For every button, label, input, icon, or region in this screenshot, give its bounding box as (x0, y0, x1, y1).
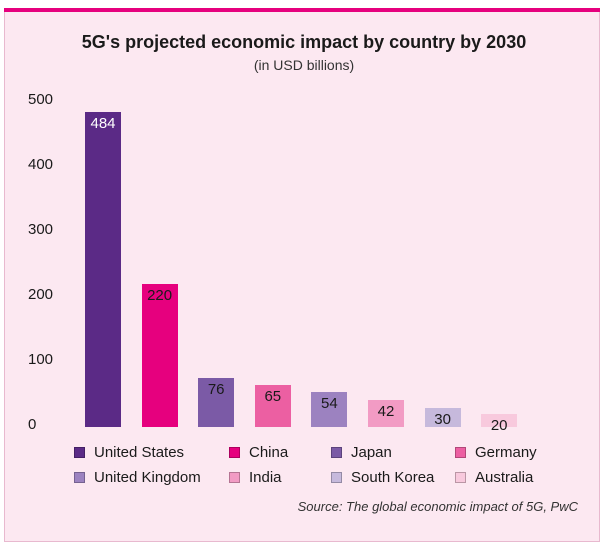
bar-value-label: 76 (207, 380, 225, 398)
bar-value-label: 484 (90, 115, 116, 133)
legend-swatch (229, 472, 240, 483)
y-tick-label: 400 (28, 156, 54, 173)
legend-label: China (249, 444, 289, 461)
legend-swatch (331, 447, 342, 458)
legend-item: United States (74, 444, 184, 461)
bar-australia (481, 414, 518, 427)
legend-label: Germany (475, 444, 537, 461)
bar-value-label: 220 (147, 287, 173, 304)
legend-item: India (229, 469, 282, 486)
chart-subtitle: (in USD billions) (253, 57, 355, 73)
y-tick-label: 200 (28, 286, 54, 303)
legend-item: China (229, 444, 288, 461)
legend-swatch (331, 472, 342, 483)
bar-value-label: 65 (264, 387, 282, 405)
bar-japan (198, 377, 235, 427)
legend-label: South Korea (351, 469, 435, 486)
bar-china (141, 284, 178, 427)
bar-india (368, 399, 404, 427)
source-note: Source: The global economic impact of 5G… (297, 499, 578, 514)
legend-label: Australia (475, 469, 534, 486)
bar-value-label: 42 (377, 402, 395, 420)
bar-germany (254, 384, 291, 427)
bar-value-label: 30 (434, 410, 451, 428)
legend-label: United States (94, 444, 185, 461)
bar-value-label: 20 (490, 417, 508, 434)
chart-title: 5G's projected economic impact by countr… (81, 32, 527, 52)
legend-label: United Kingdom (94, 469, 201, 486)
y-tick-label: 100 (28, 351, 54, 368)
legend-item: United Kingdom (74, 469, 201, 486)
legend-swatch (455, 447, 466, 458)
y-tick-label: 500 (28, 91, 54, 108)
legend-item: Germany (455, 444, 537, 461)
legend-swatch (74, 447, 85, 458)
legend-swatch (455, 472, 466, 483)
bar-value-label: 54 (321, 394, 338, 412)
y-tick-label: 300 (28, 221, 54, 238)
legend-item: Japan (331, 444, 392, 461)
bar-south-korea (424, 407, 461, 427)
bar-united-kingdom (311, 391, 348, 427)
legend-item: South Korea (331, 469, 434, 486)
legend-label: India (249, 469, 282, 486)
legend-item: Australia (455, 469, 533, 486)
accent-bar (4, 8, 600, 12)
legend-label: Japan (351, 444, 392, 461)
legend-swatch (229, 447, 240, 458)
bar-united-states (85, 112, 121, 427)
y-tick-label: 0 (28, 416, 37, 433)
legend-swatch (74, 472, 85, 483)
